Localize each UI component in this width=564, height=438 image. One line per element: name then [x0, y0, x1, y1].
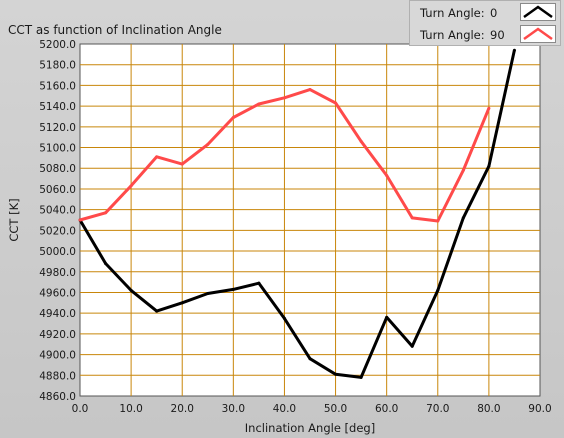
data-point-1 [359, 139, 363, 143]
data-point-1 [385, 173, 389, 177]
data-point-0 [129, 288, 133, 292]
data-point-1 [461, 168, 465, 172]
y-tick-label: 4980.0 [39, 267, 76, 279]
data-point-0 [180, 301, 184, 305]
line-swatch-icon [523, 27, 553, 41]
data-point-1 [78, 218, 82, 222]
data-point-1 [129, 184, 133, 188]
x-tick-label: 20.0 [171, 403, 194, 415]
y-tick-label: 4920.0 [39, 329, 76, 341]
data-point-1 [436, 219, 440, 223]
x-tick-label: 10.0 [119, 403, 142, 415]
data-point-0 [487, 164, 491, 168]
line-swatch-icon [523, 5, 553, 19]
y-tick-label: 5080.0 [39, 163, 76, 175]
x-tick-label: 70.0 [426, 403, 449, 415]
y-tick-label: 5200.0 [39, 39, 76, 51]
legend-label: Turn Angle: [420, 6, 485, 20]
y-tick-label: 5180.0 [39, 60, 76, 72]
legend-item-series-0[interactable]: Turn Angle: 0 [410, 2, 560, 24]
data-point-1 [282, 96, 286, 100]
data-point-0 [308, 357, 312, 361]
y-tick-labels: 4860.0 4880.0 4900.0 4920.0 4940.0 4960.0 4980… [39, 39, 76, 403]
data-point-0 [282, 316, 286, 320]
x-tick-label: 40.0 [273, 403, 296, 415]
y-tick-label: 5040.0 [39, 205, 76, 217]
data-point-0 [410, 344, 414, 348]
legend-value: 90 [490, 28, 505, 42]
y-tick-label: 5000.0 [39, 246, 76, 258]
legend-swatch-red[interactable] [520, 25, 556, 43]
data-point-1 [487, 106, 491, 110]
y-tick-label: 5060.0 [39, 184, 76, 196]
data-point-1 [206, 142, 210, 146]
data-point-0 [155, 309, 159, 313]
data-point-0 [231, 287, 235, 291]
y-tick-label: 4880.0 [39, 370, 76, 382]
data-point-0 [359, 375, 363, 379]
data-point-0 [206, 292, 210, 296]
x-tick-label: 0.0 [72, 403, 89, 415]
data-point-0 [385, 315, 389, 319]
data-point-1 [231, 116, 235, 120]
data-point-0 [436, 288, 440, 292]
data-point-1 [104, 211, 108, 215]
series-lines [78, 48, 516, 379]
data-point-1 [180, 162, 184, 166]
y-tick-label: 4940.0 [39, 308, 76, 320]
data-point-0 [257, 281, 261, 285]
grid-lines [80, 44, 540, 396]
x-tick-label: 80.0 [477, 403, 500, 415]
y-tick-label: 5120.0 [39, 122, 76, 134]
x-axis-title: Inclination Angle [deg] [245, 421, 375, 435]
data-point-1 [155, 155, 159, 159]
data-point-1 [410, 216, 414, 220]
legend-label: Turn Angle: [420, 28, 485, 42]
data-point-0 [334, 372, 338, 376]
y-tick-label: 5140.0 [39, 101, 76, 113]
data-point-1 [334, 101, 338, 105]
x-tick-label: 50.0 [324, 403, 347, 415]
plot-area [79, 43, 541, 397]
y-tick-label: 4960.0 [39, 287, 76, 299]
x-tick-labels: 0.0 10.0 20.0 30.0 40.0 50.0 60.0 70.0 80.0 90.0 [72, 403, 552, 415]
x-tick-label: 90.0 [528, 403, 551, 415]
legend: Turn Angle: 0 Turn Angle: 90 [409, 0, 561, 46]
y-tick-label: 5100.0 [39, 143, 76, 155]
y-tick-label: 5020.0 [39, 225, 76, 237]
chart-title: CCT as function of Inclination Angle [8, 23, 222, 37]
data-point-0 [104, 261, 108, 265]
y-tick-label: 4900.0 [39, 350, 76, 362]
series-line-0 [78, 49, 516, 379]
y-tick-label: 5160.0 [39, 80, 76, 92]
data-point-0 [512, 48, 516, 52]
data-point-0 [461, 216, 465, 220]
y-axis-title: CCT [K] [7, 198, 21, 241]
data-point-1 [257, 102, 261, 106]
legend-value: 0 [490, 6, 498, 20]
legend-swatch-black[interactable] [520, 3, 556, 21]
legend-item-series-1[interactable]: Turn Angle: 90 [410, 24, 560, 46]
x-tick-label: 60.0 [375, 403, 398, 415]
y-tick-label: 4860.0 [39, 391, 76, 403]
data-point-1 [308, 88, 312, 92]
x-tick-label: 30.0 [222, 403, 245, 415]
